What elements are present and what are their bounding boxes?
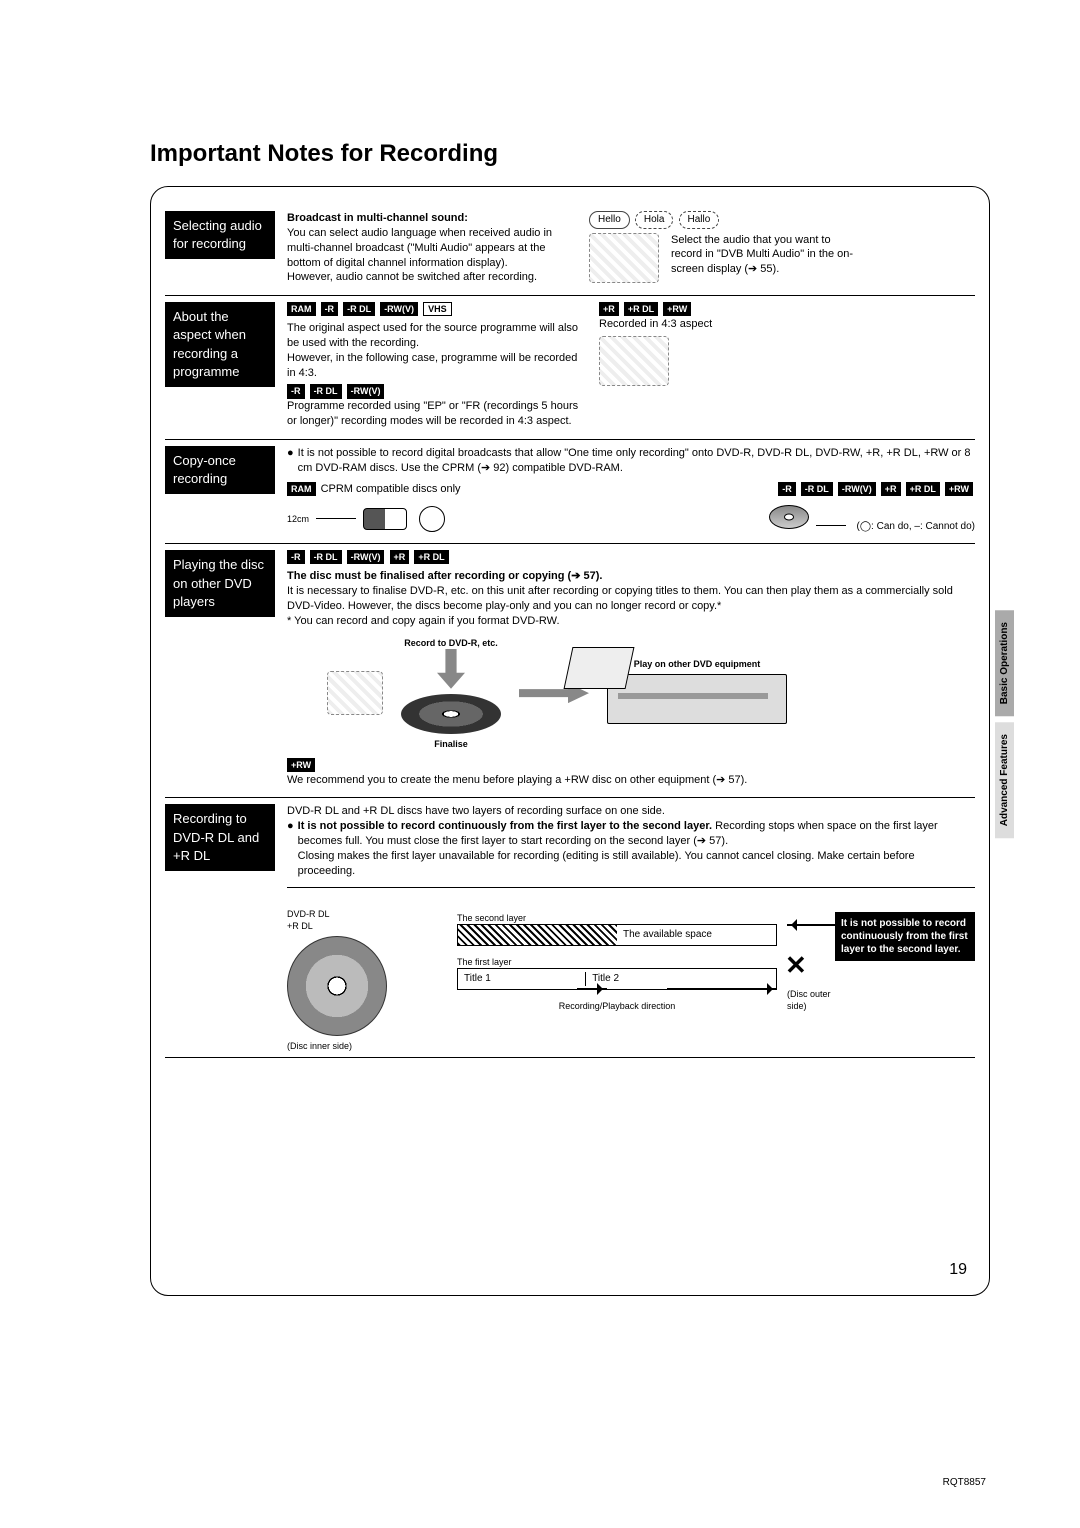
content-frame: Selecting audio for recording Broadcast …	[150, 186, 990, 1296]
tag-prw: +RW	[663, 302, 691, 316]
side-tabs: Basic Operations Advanced Features	[995, 610, 1014, 845]
sec1-heading: Broadcast in multi-channel sound:	[287, 211, 577, 226]
t4c: -RW(V)	[347, 550, 385, 564]
cartridge-icon	[363, 508, 407, 530]
dl-second-layer: The second layer	[457, 912, 777, 924]
dl-rightnote: It is not possible to record continuousl…	[835, 912, 975, 961]
label-aspect: About the aspect when recording a progra…	[165, 302, 275, 387]
bubble-hola: Hola	[635, 211, 674, 229]
label-playing: Playing the disc on other DVD players	[165, 550, 275, 617]
dl-x-icon: ✕	[785, 948, 807, 983]
dl-title1: Title 1	[458, 972, 585, 986]
section-copyonce: Copy-once recording ● It is not possible…	[165, 440, 975, 544]
tag-rdl2: -R DL	[310, 384, 342, 398]
sec1-body: You can select audio language when recei…	[287, 226, 577, 285]
label-audio: Selecting audio for recording	[165, 211, 275, 259]
section-duallayer: Recording to DVD-R DL and +R DL DVD-R DL…	[165, 798, 975, 1057]
tag-r2: -R	[287, 384, 305, 398]
t4d: +R	[390, 550, 410, 564]
tag-prw2: +RW	[287, 758, 315, 772]
section-audio: Selecting audio for recording Broadcast …	[165, 205, 975, 296]
dl-inner: (Disc inner side)	[287, 1040, 357, 1052]
section-aspect: About the aspect when recording a progra…	[165, 296, 975, 440]
page-number: 19	[949, 1261, 967, 1279]
circle-icon	[419, 506, 445, 532]
tag-rdl: -R DL	[343, 302, 375, 316]
tag-prdl: +R DL	[624, 302, 658, 316]
t4e: +R DL	[414, 550, 448, 564]
sec5-bullet-b: It is not possible to record continuousl…	[298, 820, 712, 832]
doc-id: RQT8857	[943, 1477, 986, 1488]
tab-basic-operations: Basic Operations	[995, 610, 1014, 716]
dl-inner-arrow	[577, 988, 607, 990]
arrow-down-icon	[437, 649, 465, 689]
big-disc-icon	[287, 936, 387, 1036]
bubble-hallo: Hallo	[679, 211, 720, 229]
t3e: +R DL	[906, 482, 940, 496]
sec4-cap1: Record to DVD-R, etc.	[401, 637, 501, 649]
people-illustration-3	[327, 671, 383, 715]
sec2-p1: The original aspect used for the source …	[287, 321, 587, 380]
dvd-player-icon	[607, 674, 787, 724]
dual-layer-diagram: DVD-R DL +R DL (Disc inner side) The sec…	[287, 887, 975, 1047]
dl-first-layer: The first layer	[457, 956, 777, 968]
label-duallayer: Recording to DVD-R DL and +R DL	[165, 804, 275, 871]
dl-title2: Title 2	[585, 972, 776, 986]
tag-pr: +R	[599, 302, 619, 316]
tab-advanced-features: Advanced Features	[995, 722, 1014, 838]
sec3-legend: (◯: Can do, –: Cannot do)	[857, 521, 975, 532]
page-title: Important Notes for Recording	[150, 140, 990, 168]
tag-ram: RAM	[287, 302, 316, 316]
sec4-p3: We recommend you to create the menu befo…	[287, 773, 975, 788]
dl-recdir: Recording/Playback direction	[457, 1000, 777, 1012]
tag-r: -R	[321, 302, 339, 316]
sec3-bullet: It is not possible to record digital bro…	[298, 446, 975, 476]
sec1-rightnote: Select the audio that you want to record…	[671, 233, 859, 278]
sec2-p2: Programme recorded using "EP" or "FR (re…	[287, 399, 587, 429]
tag-rwv: -RW(V)	[380, 302, 418, 316]
sec4-p1: It is necessary to finalise DVD-R, etc. …	[287, 584, 975, 614]
t4b: -R DL	[310, 550, 342, 564]
sec5-intro: DVD-R DL and +R DL discs have two layers…	[287, 804, 975, 819]
t3a: -R	[778, 482, 796, 496]
dl-disc-label: DVD-R DL +R DL	[287, 908, 387, 932]
sec4-p2: * You can record and copy again if you f…	[287, 614, 975, 629]
t3b: -R DL	[801, 482, 833, 496]
tag-rwv2: -RW(V)	[347, 384, 385, 398]
t4a: -R	[287, 550, 305, 564]
section-playing: Playing the disc on other DVD players -R…	[165, 544, 975, 798]
sec4-cap2: Play on other DVD equipment	[607, 658, 787, 670]
dl-avail: The available space	[617, 928, 776, 942]
tag-vhs: VHS	[423, 302, 452, 316]
people-illustration-2	[599, 336, 669, 386]
sec3-cprm: CPRM compatible discs only	[321, 483, 461, 495]
label-copyonce: Copy-once recording	[165, 446, 275, 494]
dl-arrow-bottom	[667, 988, 777, 990]
t3f: +RW	[945, 482, 973, 496]
t3c: -RW(V)	[838, 482, 876, 496]
sec4-cap3: Finalise	[401, 738, 501, 750]
t3d: +R	[881, 482, 901, 496]
disc-icon	[769, 505, 809, 529]
tag-ram2: RAM	[287, 482, 316, 496]
ellipse-disc	[401, 694, 501, 734]
sec4-h: The disc must be finalised after recordi…	[287, 569, 975, 584]
sec3-12cm: 12cm	[287, 514, 309, 524]
sec2-right: Recorded in 4:3 aspect	[599, 317, 839, 332]
dl-outer: (Disc outer side)	[787, 988, 847, 1012]
bubble-hello: Hello	[589, 211, 630, 229]
people-illustration	[589, 233, 659, 283]
